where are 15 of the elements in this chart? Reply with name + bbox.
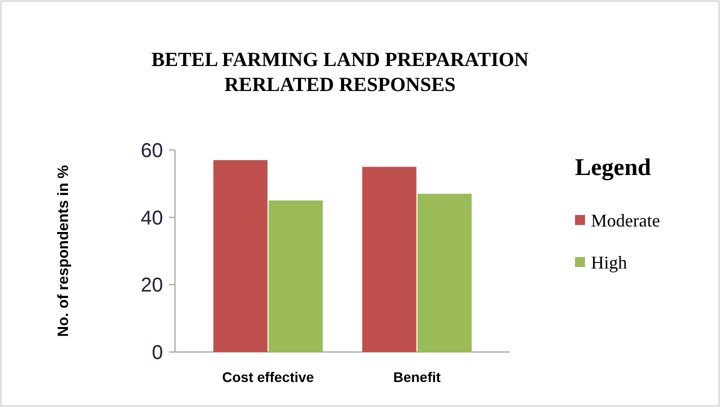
bar (213, 160, 268, 352)
bar (417, 194, 472, 352)
y-tick-label: 0 (152, 342, 163, 364)
y-axis-title: No. of respondents in % (55, 165, 72, 337)
y-tick-label: 40 (140, 207, 163, 230)
x-tick-label: Benefit (393, 369, 442, 385)
y-tick-label: 20 (140, 274, 163, 297)
legend-label: Moderate (591, 210, 660, 230)
legend-title: Legend (575, 155, 652, 181)
chart-title: BETEL FARMING LAND PREPARATION RERLATED RESPONSES (151, 49, 530, 96)
bar (268, 200, 323, 352)
y-tick-label: 60 (140, 140, 163, 162)
bar (362, 166, 416, 352)
legend-label: High (591, 252, 627, 272)
x-tick-label: Cost effective (222, 369, 314, 385)
